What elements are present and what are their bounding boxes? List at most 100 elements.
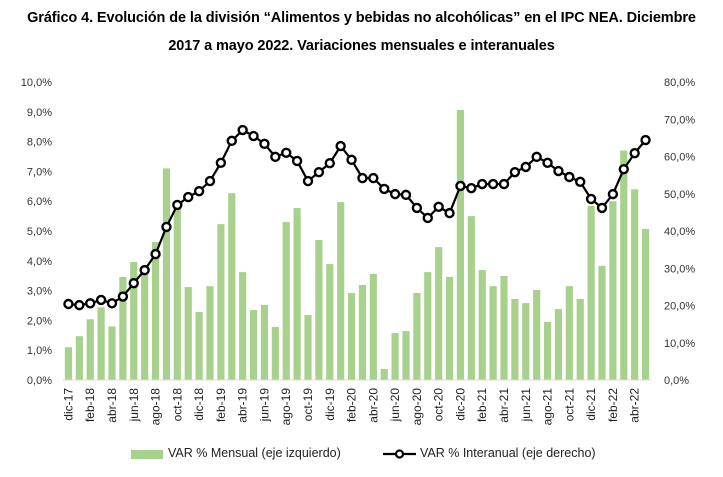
- point-abr-22: [629, 147, 640, 159]
- point-ago-18: [150, 248, 161, 260]
- y-left-tick-label: 0,0%: [27, 375, 52, 387]
- y-right-tick-label: 20,0%: [664, 301, 695, 313]
- point-sep-20: [422, 212, 433, 224]
- bar-feb-21: [478, 270, 486, 380]
- point-jul-19: [270, 151, 281, 163]
- bar-mar-18: [97, 307, 105, 380]
- legend-label-mensual: VAR % Mensual (eje izquierdo): [168, 446, 341, 460]
- point-feb-19: [215, 157, 227, 169]
- point-jul-21: [531, 151, 542, 163]
- x-tick-label: dic-17: [61, 388, 75, 421]
- x-tick-label: oct-19: [301, 388, 315, 422]
- point-ago-21: [542, 157, 553, 169]
- y-left-tick-label: 10,0%: [21, 77, 52, 89]
- point-may-20: [379, 183, 390, 195]
- point-ago-19: [281, 147, 292, 158]
- point-mar-20: [357, 172, 368, 184]
- x-tick-label: dic-21: [584, 388, 598, 421]
- x-tick-label: oct-21: [562, 388, 576, 422]
- x-tick-label: feb-20: [345, 388, 359, 422]
- x-tick-label: ago-21: [541, 388, 555, 426]
- point-sep-21: [553, 165, 564, 177]
- bar-abr-20: [369, 273, 377, 380]
- legend-line-marker: [383, 449, 416, 459]
- bar-ago-20: [413, 292, 421, 380]
- point-ene-20: [335, 140, 346, 152]
- point-feb-22: [607, 188, 619, 200]
- bar-ago-21: [543, 321, 552, 380]
- point-oct-19: [302, 175, 314, 187]
- x-tick-label: feb-18: [83, 388, 97, 422]
- bar-feb-22: [609, 201, 617, 380]
- bar-may-18: [119, 276, 127, 380]
- point-mar-21: [487, 178, 499, 190]
- point-oct-20: [433, 201, 444, 212]
- bar-dic-17: [64, 347, 73, 380]
- point-ago-20: [411, 202, 423, 214]
- bar-dic-19: [326, 264, 334, 380]
- bar-abr-22: [631, 189, 639, 380]
- x-tick-label: abr-20: [366, 388, 380, 423]
- y-axis-right: 0,0% 10,0% 20,0% 30,0% 40,0% 50,0% 60,0% 70,0% 8…: [664, 77, 695, 387]
- x-tick-label: jun-18: [127, 388, 141, 423]
- y-left-tick-label: 3,0%: [27, 286, 52, 298]
- point-sep-19: [291, 155, 303, 167]
- chart-title-line-1: Gráfico 4. Evolución de la división “Ali…: [27, 10, 696, 26]
- bar-feb-20: [347, 292, 356, 380]
- x-tick-label: abr-18: [105, 388, 119, 423]
- bar-ago-18: [151, 242, 160, 380]
- bar-ene-19: [206, 286, 214, 380]
- y-right-tick-label: 10,0%: [664, 338, 695, 350]
- point-feb-18: [85, 298, 96, 309]
- y-right-tick-label: 80,0%: [664, 77, 695, 89]
- x-tick-label: feb-21: [475, 388, 489, 422]
- bar-oct-19: [304, 315, 312, 380]
- x-tick-label: ago-18: [149, 388, 163, 426]
- x-tick-label: ago-20: [410, 388, 424, 426]
- chart-title-line-2: 2017 a mayo 2022. Variaciones mensuales …: [168, 38, 555, 54]
- bar-abr-19: [239, 272, 247, 380]
- x-tick-label: dic-20: [453, 388, 467, 421]
- bar-ago-19: [282, 222, 290, 380]
- point-abr-18: [106, 298, 118, 309]
- point-jul-18: [139, 264, 150, 276]
- bar-may-20: [380, 368, 388, 380]
- bar-mar-22: [620, 150, 628, 380]
- x-tick-label: oct-18: [170, 388, 184, 422]
- y-left-tick-label: 6,0%: [27, 196, 52, 208]
- x-tick-label: jun-21: [519, 388, 533, 423]
- x-tick-label: abr-22: [628, 388, 642, 423]
- x-tick-label: abr-21: [497, 388, 511, 423]
- bar-jul-20: [402, 331, 410, 380]
- x-tick-label: oct-20: [432, 388, 446, 422]
- y-left-tick-label: 9,0%: [27, 107, 52, 119]
- point-jun-20: [389, 188, 401, 200]
- bar-nov-20: [445, 276, 454, 380]
- point-jun-21: [520, 161, 531, 173]
- y-left-tick-label: 5,0%: [27, 226, 52, 238]
- point-feb-20: [346, 154, 357, 166]
- point-may-22: [640, 134, 651, 146]
- bar-mar-19: [228, 193, 236, 380]
- point-abr-20: [368, 172, 379, 184]
- bar-may-22: [641, 228, 650, 380]
- bar-sep-20: [424, 272, 432, 380]
- y-right-tick-label: 0,0%: [664, 375, 689, 387]
- point-nov-20: [444, 207, 455, 219]
- point-dic-19: [324, 158, 335, 169]
- point-dic-21: [585, 193, 597, 205]
- y-left-tick-label: 4,0%: [27, 256, 52, 268]
- bar-ene-20: [337, 202, 345, 380]
- point-ene-22: [596, 202, 608, 214]
- point-nov-21: [575, 176, 586, 188]
- bar-jun-21: [522, 303, 530, 380]
- bar-abr-18: [108, 326, 116, 380]
- point-jun-18: [128, 277, 139, 289]
- y-left-tick-label: 7,0%: [27, 166, 52, 178]
- bar-sep-18: [162, 168, 171, 380]
- y-axis-left: 0,0% 1,0% 2,0% 3,0% 4,0% 5,0% 6,0% 7,0% 8,0% 9,0%…: [21, 77, 52, 387]
- point-dic-20: [455, 180, 466, 192]
- point-oct-21: [564, 171, 575, 183]
- point-sep-18: [161, 221, 172, 233]
- x-tick-label: feb-19: [214, 388, 228, 422]
